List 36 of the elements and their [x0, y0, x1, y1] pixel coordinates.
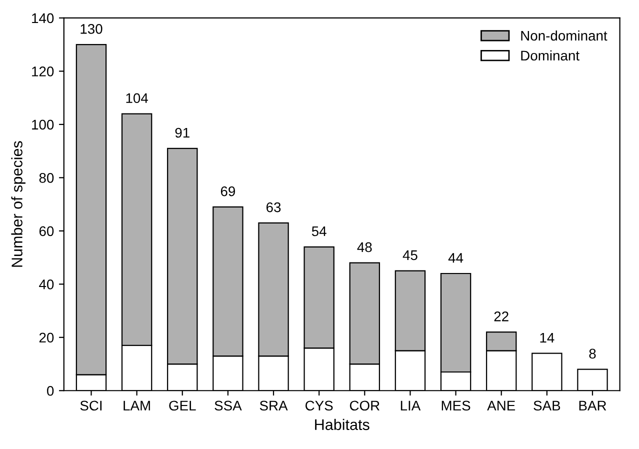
x-axis-title: Habitats [315, 418, 370, 430]
total-label: 54 [312, 226, 326, 236]
y-axis-title: Number of species [11, 141, 26, 267]
x-tick-label: SCI [80, 400, 102, 411]
y-tick-label: 120 [32, 66, 54, 76]
x-tick-label: SRA [260, 400, 288, 411]
total-label: 104 [126, 93, 148, 104]
total-label: 14 [540, 332, 554, 342]
total-label: 44 [448, 253, 464, 263]
x-tick-label: SSA [214, 400, 242, 411]
x-tick-label: SAB [534, 400, 560, 411]
y-tick-label: 0 [46, 386, 54, 396]
y-tick-label: 80 [39, 173, 54, 183]
total-label: 45 [402, 250, 418, 260]
x-tick-label: GEL [169, 400, 196, 411]
total-label: 130 [80, 24, 102, 34]
x-tick-label: BAR [579, 400, 606, 410]
total-label: 69 [220, 186, 236, 196]
legend-label: Non-dominant [521, 30, 608, 41]
total-label: 22 [494, 312, 508, 322]
x-tick-label: CYS [306, 400, 333, 411]
y-tick-label: 20 [39, 332, 54, 343]
total-label: 63 [266, 202, 281, 212]
y-tick-label: 60 [39, 226, 54, 236]
total-label: 8 [589, 348, 596, 359]
y-tick-label: 40 [39, 279, 54, 290]
x-tick-label: COR [350, 400, 380, 411]
x-tick-label: ANE [487, 400, 516, 410]
x-tick-label: LIA [400, 400, 421, 410]
x-tick-label: LAM [124, 400, 150, 410]
y-tick-label: 100 [32, 120, 54, 130]
x-tick-label: MES [442, 400, 470, 411]
legend-label: Dominant [521, 50, 580, 61]
y-tick-label: 140 [32, 13, 54, 24]
total-label: 91 [175, 128, 190, 138]
total-label: 48 [357, 242, 372, 252]
